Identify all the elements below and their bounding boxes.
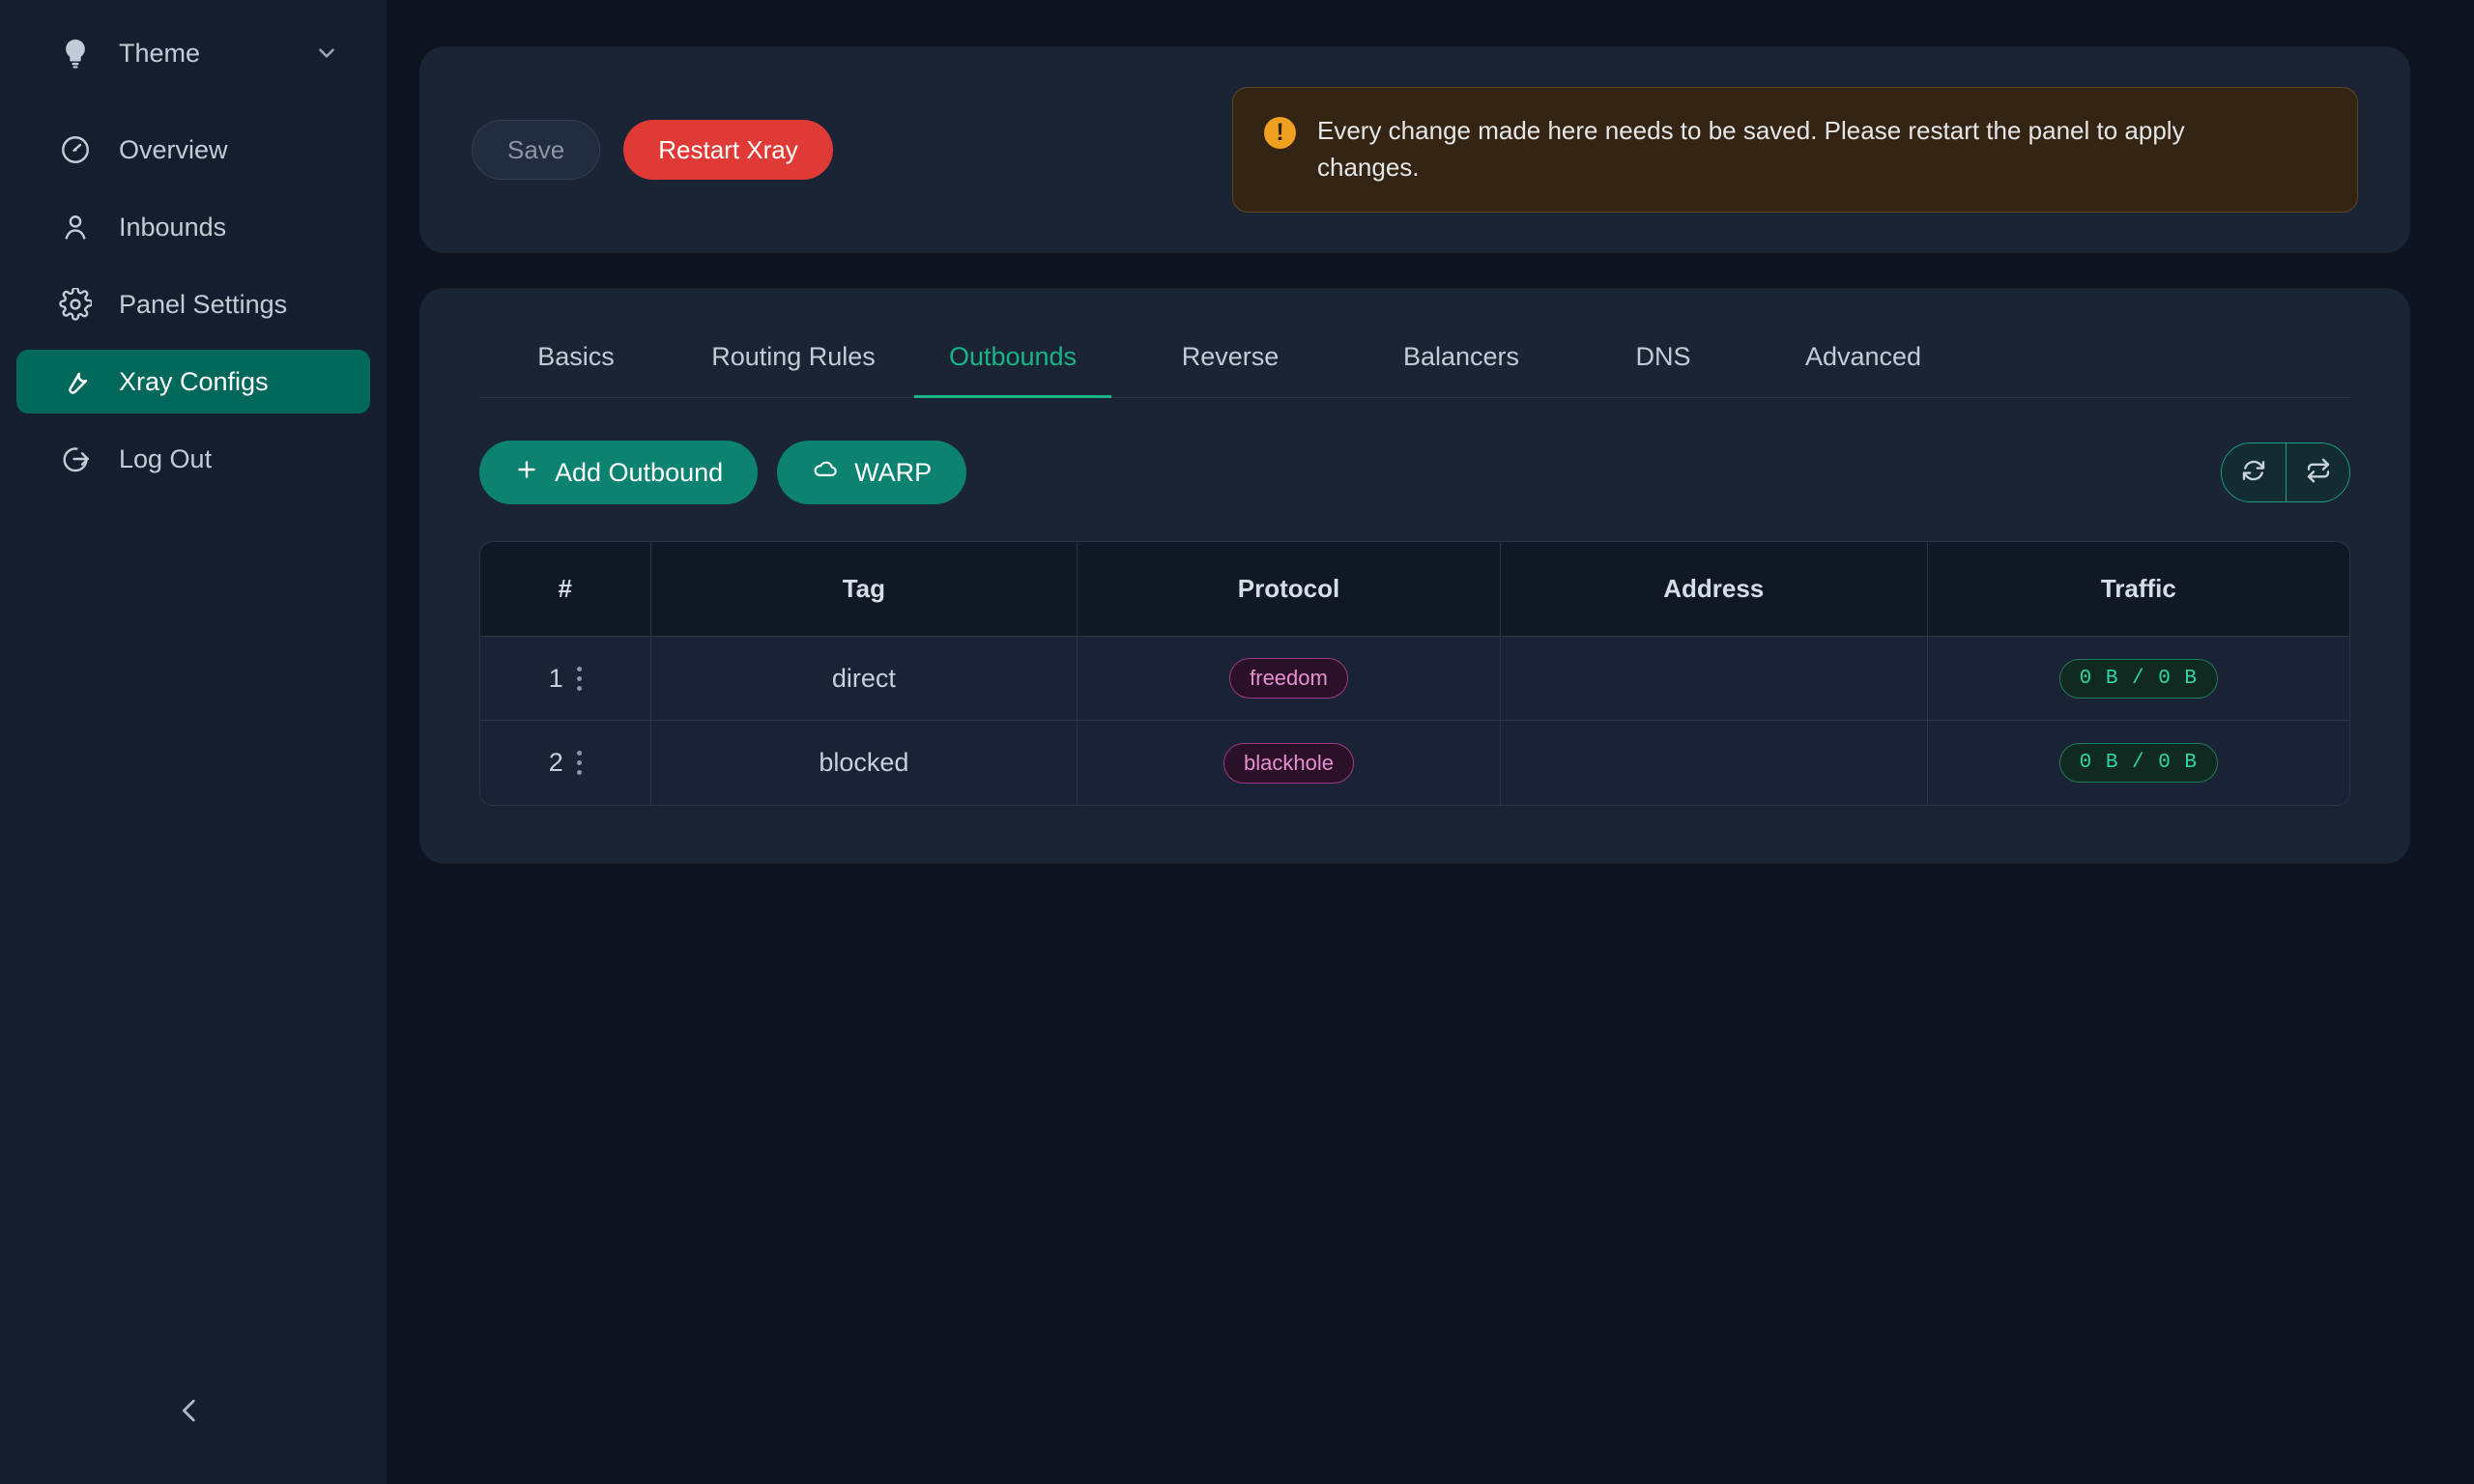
exclamation-circle-icon: ! [1264,117,1296,150]
row-index: 1 [548,663,563,693]
more-vertical-icon[interactable] [576,751,582,775]
wrench-icon [57,363,94,400]
column-header-traffic: Traffic [1927,542,2349,637]
toolbar-card: Save Restart Xray ! Every change made he… [419,46,2410,253]
logout-icon [57,441,94,477]
tab-basics[interactable]: Basics [537,342,615,371]
table-row[interactable]: 2 blocked blackhole 0 B / 0 B [480,721,2349,805]
table-head: # Tag Protocol Address Traffic [480,542,2349,637]
cell-address [1500,637,1928,721]
sidebar-item-label: Xray Configs [119,366,269,396]
tab-dns[interactable]: DNS [1635,342,1691,371]
table-body: 1 direct freedom 0 B / 0 B [480,637,2349,805]
cell-protocol: blackhole [1078,721,1501,805]
sidebar-item-xray-configs[interactable]: Xray Configs [16,350,370,414]
column-header-index: # [480,542,651,637]
outbounds-table: # Tag Protocol Address Traffic 1 [479,541,2350,806]
tab-reverse[interactable]: Reverse [1181,342,1280,371]
sidebar-item-theme[interactable]: Theme [16,21,370,85]
chevron-left-icon [173,1394,206,1432]
table-tools-group [2221,442,2350,502]
cloud-icon [812,456,839,490]
cell-address [1500,721,1928,805]
user-icon [57,209,94,245]
cell-traffic: 0 B / 0 B [1927,721,2349,805]
alert-message: Every change made here needs to be saved… [1317,116,2185,182]
sidebar-item-panel-settings[interactable]: Panel Settings [16,272,370,336]
add-outbound-button[interactable]: Add Outbound [479,441,759,504]
sidebar-collapse-button[interactable] [162,1385,216,1440]
plus-icon [514,457,539,489]
sidebar-item-label: Log Out [119,443,213,473]
sidebar-item-inbounds[interactable]: Inbounds [16,195,370,259]
refresh-icon [2239,456,2268,490]
tab-advanced[interactable]: Advanced [1804,342,1922,371]
chevron-down-icon[interactable] [314,41,339,66]
lightbulb-icon [57,35,94,71]
cell-index: 1 [480,637,651,721]
sidebar-item-label: Panel Settings [119,289,288,319]
add-outbound-label: Add Outbound [555,457,724,487]
sidebar-item-log-out[interactable]: Log Out [16,427,370,491]
table-header-row: # Tag Protocol Address Traffic [480,542,2349,637]
save-button[interactable]: Save [472,120,601,180]
sidebar: Theme Overview [0,0,387,1484]
gear-icon [57,286,94,323]
sidebar-item-label: Inbounds [119,212,227,242]
xray-configs-card: Basics Routing Rules Outbounds Reverse B… [419,288,2410,864]
sidebar-item-label: Theme [119,38,201,68]
repeat-icon [2304,456,2333,490]
tab-balancers[interactable]: Balancers [1402,342,1520,371]
warp-label: WARP [854,457,933,487]
column-header-tag: Tag [650,542,1079,637]
action-row: Add Outbound WARP [479,441,2350,504]
repeat-button[interactable] [2286,443,2349,501]
cell-traffic: 0 B / 0 B [1927,637,2349,721]
protocol-badge: freedom [1229,658,1348,699]
column-header-protocol: Protocol [1078,542,1501,637]
cell-protocol: freedom [1078,637,1501,721]
tab-routing-rules[interactable]: Routing Rules [711,342,876,371]
cell-tag: blocked [650,721,1079,805]
tab-bar: Basics Routing Rules Outbounds Reverse B… [479,330,2350,398]
more-vertical-icon[interactable] [576,666,582,691]
warning-alert: ! Every change made here needs to be sav… [1232,87,2358,213]
protocol-badge: blackhole [1223,742,1354,784]
speedometer-icon [57,131,94,168]
tab-outbounds[interactable]: Outbounds [914,330,1111,398]
column-header-address: Address [1500,542,1928,637]
refresh-button[interactable] [2222,443,2286,501]
restart-xray-button[interactable]: Restart Xray [623,120,833,180]
sidebar-item-label: Overview [119,134,228,164]
row-index: 2 [548,748,563,777]
cell-index: 2 [480,721,651,805]
warp-button[interactable]: WARP [777,441,967,504]
traffic-badge: 0 B / 0 B [2058,743,2219,783]
table-row[interactable]: 1 direct freedom 0 B / 0 B [480,637,2349,721]
main-content: Save Restart Xray ! Every change made he… [387,0,2474,1484]
traffic-badge: 0 B / 0 B [2058,658,2219,699]
sidebar-item-overview[interactable]: Overview [16,118,370,182]
cell-tag: direct [650,637,1079,721]
